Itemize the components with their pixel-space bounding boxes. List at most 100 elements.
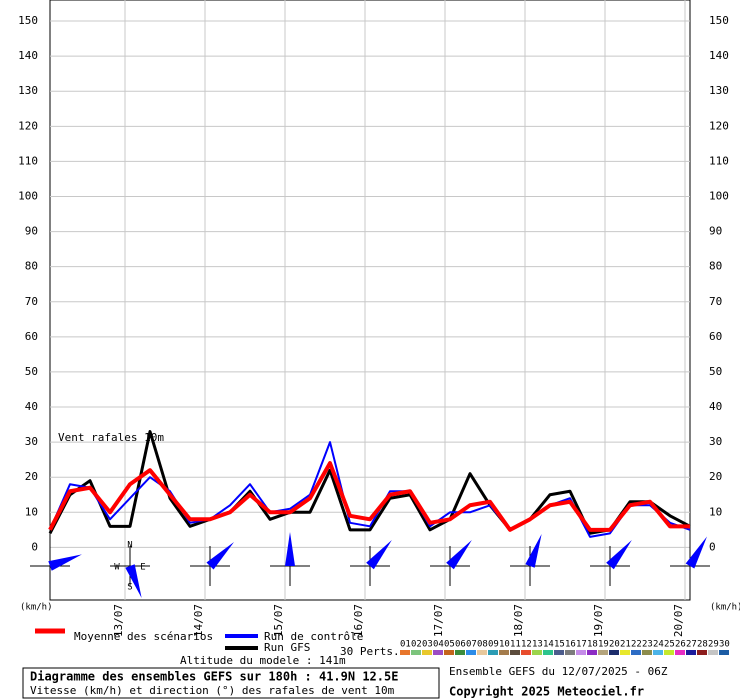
- pert-label: 23: [642, 640, 653, 650]
- compass-letter: N: [127, 541, 132, 551]
- y-tick-label: 80: [709, 260, 722, 273]
- pert-label: 28: [697, 640, 708, 650]
- pert-swatch: [565, 650, 575, 655]
- grid: [50, 0, 690, 600]
- pert-swatch: [554, 650, 564, 655]
- pert-swatch: [664, 650, 674, 655]
- y-tick-label: 150: [709, 14, 729, 27]
- pert-swatch: [532, 650, 542, 655]
- altitude: Altitude du modele : 141m: [180, 654, 346, 667]
- pert-swatch: [521, 650, 531, 655]
- pert-swatch: [686, 650, 696, 655]
- pert-swatch: [620, 650, 630, 655]
- pert-label: 07: [466, 640, 477, 650]
- pert-swatch: [543, 650, 553, 655]
- pert-label: 26: [675, 640, 686, 650]
- pert-swatch: [510, 650, 520, 655]
- perturbations-label: 30 Perts.: [340, 645, 400, 658]
- y-tick-label: 120: [709, 119, 729, 132]
- y-tick-label: 40: [709, 400, 722, 413]
- pert-label: 24: [653, 640, 664, 650]
- legend-label: Run GFS: [264, 641, 310, 654]
- pert-label: 02: [411, 640, 422, 650]
- series-line: [48, 461, 690, 532]
- x-tick-label: 18/07: [512, 604, 525, 637]
- y-tick-label: 50: [25, 365, 38, 378]
- wind-arrow: [48, 554, 82, 571]
- y-tick-label: 100: [18, 189, 38, 202]
- pert-swatch: [433, 650, 443, 655]
- wind-arrow: [206, 541, 235, 570]
- y-tick-label: 130: [18, 84, 38, 97]
- wind-arrow: [685, 536, 707, 569]
- pert-swatch: [411, 650, 421, 655]
- x-tick-label: 13/07: [112, 604, 125, 637]
- y-tick-label: 90: [709, 225, 722, 238]
- y-tick-label: 10: [709, 505, 722, 518]
- pert-label: 27: [686, 640, 697, 650]
- pert-swatch: [642, 650, 652, 655]
- copyright: Copyright 2025 Meteociel.fr: [449, 685, 644, 699]
- wind-arrow: [606, 539, 632, 570]
- pert-label: 04: [433, 640, 444, 650]
- wind-arrow: [285, 532, 295, 566]
- y-tick-label: 110: [18, 154, 38, 167]
- pert-swatch: [444, 650, 454, 655]
- y-tick-label: 30: [709, 435, 722, 448]
- y-tick-label: 120: [18, 119, 38, 132]
- pert-label: 17: [576, 640, 587, 650]
- pert-swatch: [499, 650, 509, 655]
- pert-label: 16: [565, 640, 576, 650]
- annotation: Vent rafales 10m: [58, 431, 164, 444]
- y-tick-label: 140: [18, 49, 38, 62]
- pert-label: 21: [620, 640, 631, 650]
- y-unit-right: (km/h): [710, 603, 740, 613]
- y-tick-label: 110: [709, 154, 729, 167]
- pert-swatch: [422, 650, 432, 655]
- pert-swatch: [719, 650, 729, 655]
- pert-label: 10: [499, 640, 510, 650]
- x-tick-label: 15/07: [272, 604, 285, 637]
- pert-swatch: [675, 650, 685, 655]
- y-tick-label: 70: [709, 295, 722, 308]
- pert-swatch: [466, 650, 476, 655]
- pert-label: 06: [455, 640, 466, 650]
- pert-label: 08: [477, 640, 488, 650]
- y-tick-label: 20: [709, 470, 722, 483]
- x-tick-label: 20/07: [672, 604, 685, 637]
- pert-swatch: [576, 650, 586, 655]
- pert-label: 09: [488, 640, 499, 650]
- plot-frame: [49, 0, 691, 601]
- title-box: [22, 667, 440, 699]
- y-tick-label: 90: [25, 225, 38, 238]
- y-tick-label: 10: [25, 505, 38, 518]
- x-tick-label: 16/07: [352, 604, 365, 637]
- pert-label: 11: [510, 640, 521, 650]
- y-tick-label: 140: [709, 49, 729, 62]
- pert-label: 12: [521, 640, 532, 650]
- run-info: Ensemble GEFS du 12/07/2025 - 06Z: [449, 665, 668, 678]
- y-tick-label: 50: [709, 365, 722, 378]
- y-tick-label: 30: [25, 435, 38, 448]
- y-tick-label: 80: [25, 260, 38, 273]
- legend-label: Moyenne des scénarios: [74, 630, 213, 643]
- pert-swatch: [455, 650, 465, 655]
- wind-arrow: [525, 534, 542, 568]
- pert-swatch: [609, 650, 619, 655]
- pert-label: 20: [609, 640, 620, 650]
- pert-label: 03: [422, 640, 433, 650]
- y-tick-label: 150: [18, 14, 38, 27]
- wind-arrow: [446, 539, 472, 570]
- pert-swatch: [653, 650, 663, 655]
- y-tick-label: 100: [709, 189, 729, 202]
- y-tick-label: 70: [25, 295, 38, 308]
- pert-label: 25: [664, 640, 675, 650]
- wind-arrow: [366, 539, 392, 570]
- y-tick-label: 60: [709, 330, 722, 343]
- pert-swatch: [598, 650, 608, 655]
- pert-label: 05: [444, 640, 455, 650]
- pert-label: 30: [719, 640, 730, 650]
- pert-swatch: [587, 650, 597, 655]
- pert-swatch: [631, 650, 641, 655]
